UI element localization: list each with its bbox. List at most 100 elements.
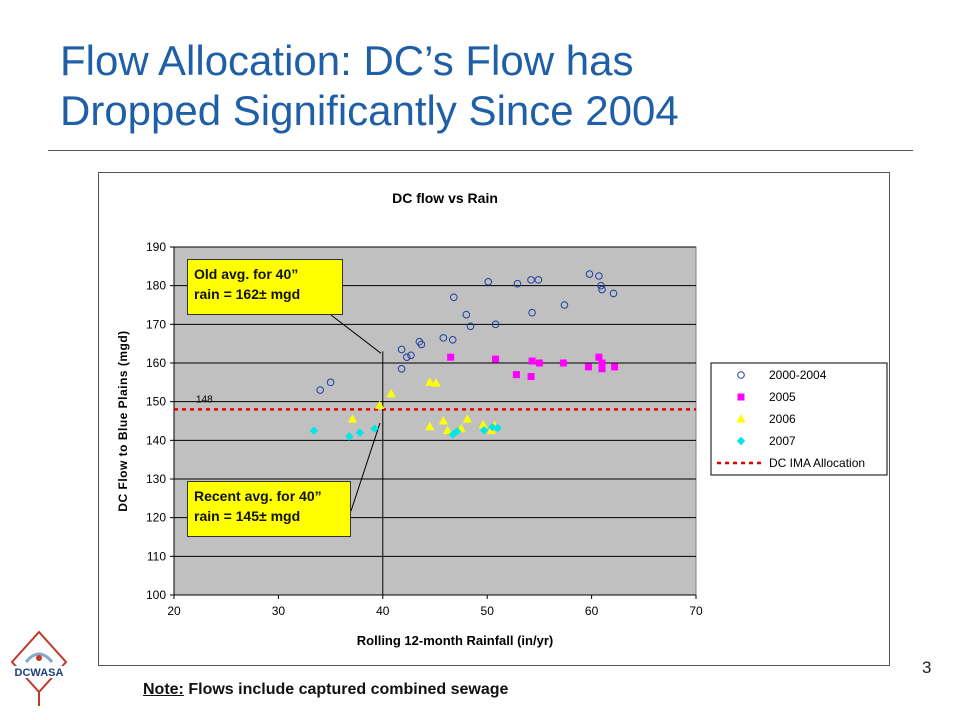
x-tick-label-20: 20 [167, 604, 181, 618]
footnote-label: Note: [143, 681, 184, 698]
point-2000-2004-22 [597, 281, 605, 290]
point-2000-2004-3 [397, 365, 406, 373]
y-tick-label-180: 180 [146, 279, 166, 293]
y-tick-label-130: 130 [146, 472, 166, 486]
point-2005-5 [535, 359, 543, 367]
point-2000-2004-2 [397, 345, 406, 354]
legend-swatch-2005 [737, 393, 745, 401]
point-2000-2004-15 [513, 279, 522, 288]
point-2007-0 [309, 426, 319, 435]
point-2000-2004-7 [417, 340, 426, 349]
point-2000-2004-8 [439, 334, 448, 342]
point-2000-2004-14 [491, 320, 500, 329]
callout-old-line-1: Old avg. for 40” [194, 266, 299, 282]
point-2006-10 [478, 419, 488, 429]
legend-label-dc-ima-allocation: DC IMA Allocation [769, 456, 865, 470]
point-2000-2004-21 [595, 272, 603, 280]
point-2006-4 [431, 378, 441, 387]
chart-frame: 100 110 120 130 140 150 160 170 180 190 20 30 40 50 60… [98, 172, 890, 666]
point-2006-9 [462, 414, 472, 423]
point-2006-7 [442, 425, 453, 435]
chart-title: DC flow vs Rain [392, 190, 498, 206]
point-2005-2 [512, 371, 520, 379]
y-tick-label-170: 170 [146, 317, 166, 331]
point-2005-11 [611, 363, 619, 371]
point-2000-2004-23 [598, 285, 606, 294]
x-tick-label-50: 50 [481, 604, 495, 618]
legend-label-2007: 2007 [769, 434, 796, 448]
footnote: Note: Flows include captured combined se… [143, 681, 508, 699]
legend-label-2000-2004: 2000-2004 [769, 368, 827, 382]
callout-recent-line-2: rain = 145± mgd [194, 508, 301, 524]
point-2006-1 [375, 400, 385, 410]
x-tick-label-60: 60 [585, 604, 599, 618]
point-2006-0 [347, 414, 358, 423]
point-2005-3 [528, 357, 536, 365]
x-tick-label-30: 30 [272, 604, 286, 618]
point-2007-2 [355, 428, 365, 437]
slide-title-line-1: Flow Allocation: DC’s Flow has [60, 37, 634, 84]
y-tick-label-190: 190 [146, 240, 166, 254]
point-2005-8 [595, 353, 603, 361]
y-tick-label-100: 100 [146, 588, 166, 602]
y-tick-label-150: 150 [146, 395, 166, 409]
point-2000-2004-24 [609, 289, 618, 298]
point-2000-2004-13 [484, 278, 493, 286]
point-2007-3 [370, 424, 379, 433]
callout-recent-line-1: Recent avg. for 40” [194, 488, 322, 504]
y-tick-label-110: 110 [147, 549, 166, 563]
chart-canvas: 100 110 120 130 140 150 160 170 180 190 20 30 40 50 60… [116, 190, 888, 648]
point-2005-6 [559, 359, 567, 367]
legend-swatch-2006 [736, 414, 746, 423]
footnote-text: Flows include captured combined sewage [188, 681, 509, 698]
callout-old-line-2: rain = 162± mgd [194, 286, 301, 302]
legend-swatch-2000-2004 [737, 371, 745, 379]
legend-swatch-2007 [736, 436, 746, 446]
slide-title-line-2: Dropped Significantly Since 2004 [60, 87, 679, 134]
x-tick-label-70: 70 [689, 604, 703, 618]
point-2005-9 [598, 359, 606, 367]
callout-old-average: Old avg. for 40” rain = 162± mgd [187, 259, 343, 315]
point-2007-8 [493, 423, 502, 433]
slide-title: Flow Allocation: DC’s Flow has Dropped S… [60, 36, 920, 136]
point-2005-10 [598, 365, 606, 373]
point-2006-6 [438, 416, 448, 425]
point-2007-5 [452, 427, 462, 436]
callout-old-pointer [330, 314, 382, 354]
point-2000-2004-17 [528, 308, 536, 317]
reference-line-label: 148 [196, 394, 213, 405]
point-2005-1 [492, 355, 500, 363]
point-2005-7 [584, 363, 592, 371]
point-2000-2004-4 [403, 353, 411, 361]
point-2000-2004-9 [448, 336, 457, 344]
point-2000-2004-12 [466, 322, 475, 331]
callout-recent-average: Recent avg. for 40” rain = 145± mgd [187, 481, 351, 537]
point-2007-6 [479, 426, 489, 435]
point-2000-2004-20 [585, 270, 594, 278]
point-2000-2004-0 [316, 386, 324, 394]
logo-text: DCWASA [15, 667, 64, 679]
x-tick-label-40: 40 [376, 604, 390, 618]
point-2006-2 [386, 388, 396, 398]
point-2006-5 [425, 421, 435, 431]
point-2006-3 [425, 377, 435, 386]
point-2000-2004-16 [527, 276, 535, 284]
callout-recent-pointer [350, 422, 381, 512]
page-number: 3 [922, 658, 932, 677]
point-2000-2004-11 [462, 310, 471, 319]
point-2005-4 [527, 373, 535, 381]
y-tick-label-120: 120 [146, 511, 166, 525]
legend-label-2005: 2005 [769, 390, 796, 404]
point-2000-2004-18 [534, 276, 543, 284]
dcwasa-logo: DCWASA [10, 630, 68, 706]
point-2000-2004-5 [407, 351, 415, 360]
title-divider [48, 150, 913, 151]
x-axis-label: Rolling 12-month Rainfall (in/yr) [357, 633, 553, 648]
legend-label-2006: 2006 [769, 412, 796, 426]
point-2000-2004-10 [449, 293, 458, 302]
point-2000-2004-1 [326, 378, 335, 387]
y-tick-label-140: 140 [146, 433, 166, 447]
y-axis-label: DC Flow to Blue Plains (mgd) [116, 330, 130, 511]
point-2005-0 [447, 353, 455, 361]
point-2000-2004-19 [560, 301, 569, 309]
